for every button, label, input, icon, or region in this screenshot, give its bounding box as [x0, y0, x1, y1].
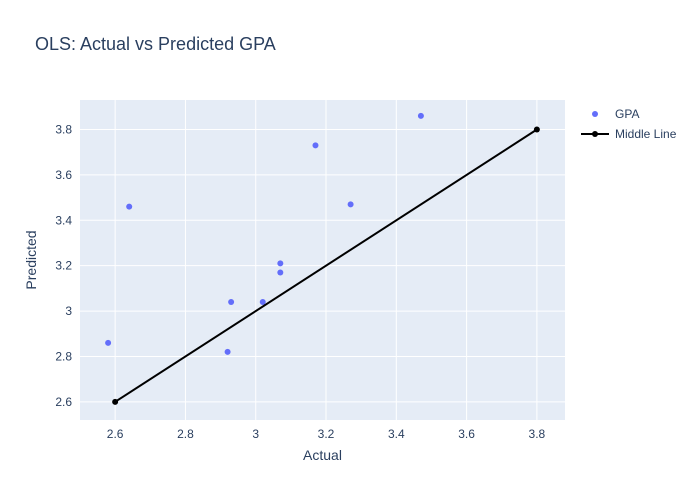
y-tick-label: 2.8 — [55, 349, 72, 363]
legend-marker-gpa — [592, 111, 598, 117]
legend[interactable]: GPA Middle Line — [581, 107, 677, 141]
x-tick-label: 2.6 — [107, 427, 124, 441]
series-middle-line — [112, 126, 540, 405]
data-point-gpa[interactable] — [312, 142, 319, 149]
legend-label-middle-line: Middle Line — [615, 127, 677, 141]
x-tick-label: 3.8 — [529, 427, 546, 441]
y-tick-label: 2.6 — [55, 395, 72, 409]
x-tick-label: 3.4 — [388, 427, 405, 441]
legend-item-middle-line[interactable]: Middle Line — [581, 127, 677, 141]
grid — [80, 100, 565, 420]
data-point-gpa[interactable] — [126, 203, 133, 210]
data-point-gpa[interactable] — [224, 348, 231, 355]
data-point-gpa[interactable] — [105, 339, 112, 346]
y-axis-title: Predicted — [23, 230, 39, 289]
y-tick-label: 3 — [65, 304, 72, 318]
y-tick-label: 3.4 — [55, 213, 72, 227]
legend-label-gpa: GPA — [615, 107, 639, 121]
legend-marker-middle-line — [592, 131, 598, 137]
series-gpa — [105, 112, 424, 355]
y-tick-labels: 2.6 2.8 3 3.2 3.4 3.6 3.8 — [55, 123, 72, 409]
data-point-middle-line[interactable] — [112, 398, 119, 405]
x-tick-labels: 2.6 2.8 3 3.2 3.4 3.6 3.8 — [107, 427, 546, 441]
x-tick-label: 3.6 — [458, 427, 475, 441]
data-point-gpa[interactable] — [277, 260, 284, 267]
legend-item-gpa[interactable]: GPA — [592, 107, 639, 121]
x-axis-title: Actual — [303, 447, 342, 463]
y-tick-label: 3.2 — [55, 259, 72, 273]
data-point-gpa[interactable] — [347, 201, 354, 208]
series-layer — [105, 112, 540, 405]
data-point-gpa[interactable] — [277, 269, 284, 276]
plot-area — [80, 100, 565, 420]
data-point-gpa[interactable] — [228, 298, 235, 305]
series-line-middle-line — [114, 128, 538, 403]
data-point-gpa[interactable] — [259, 298, 266, 305]
x-tick-label: 2.8 — [177, 427, 194, 441]
data-point-gpa[interactable] — [417, 112, 424, 119]
x-tick-label: 3 — [252, 427, 259, 441]
chart-title: OLS: Actual vs Predicted GPA — [35, 34, 276, 54]
data-point-middle-line[interactable] — [533, 126, 540, 133]
y-tick-label: 3.8 — [55, 123, 72, 137]
y-tick-label: 3.6 — [55, 168, 72, 182]
x-tick-label: 3.2 — [318, 427, 335, 441]
